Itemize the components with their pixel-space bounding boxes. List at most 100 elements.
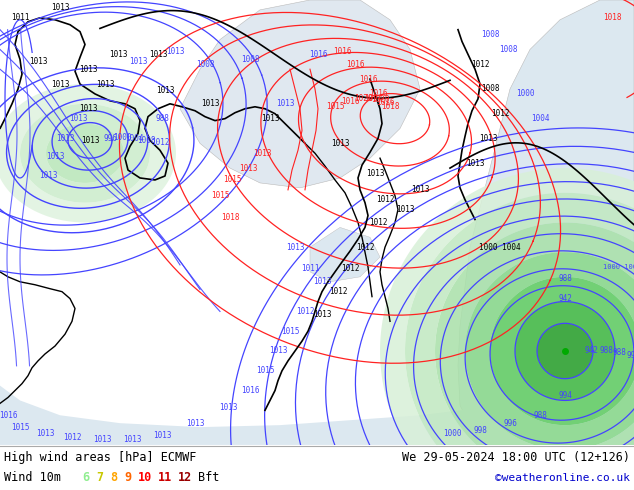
- Text: 1013: 1013: [186, 418, 204, 428]
- Text: 1020: 1020: [354, 95, 372, 103]
- Text: 1013: 1013: [253, 149, 271, 158]
- Text: 988: 988: [558, 274, 572, 283]
- Text: 1013: 1013: [396, 205, 414, 214]
- Text: 1013: 1013: [313, 277, 331, 286]
- Text: High wind areas [hPa] ECMWF: High wind areas [hPa] ECMWF: [4, 451, 197, 465]
- Text: 1015: 1015: [210, 191, 230, 200]
- Text: 1000: 1000: [515, 90, 534, 98]
- Polygon shape: [380, 168, 634, 490]
- Text: 1013: 1013: [79, 65, 97, 74]
- Text: 1013: 1013: [239, 164, 257, 172]
- Text: 1013: 1013: [56, 134, 74, 143]
- Text: 1013: 1013: [219, 403, 237, 412]
- Polygon shape: [20, 104, 150, 203]
- Text: 1008: 1008: [137, 136, 156, 145]
- Text: 1024: 1024: [364, 94, 382, 103]
- Text: 998: 998: [473, 426, 487, 435]
- Text: 1013: 1013: [51, 3, 69, 12]
- Text: 1020: 1020: [371, 96, 389, 104]
- Text: 1013: 1013: [81, 136, 100, 145]
- Text: 1018: 1018: [221, 213, 239, 222]
- Text: 994: 994: [558, 391, 572, 400]
- Text: 942: 942: [585, 346, 598, 355]
- Text: 1008: 1008: [196, 60, 214, 69]
- Text: 10: 10: [138, 471, 152, 485]
- Polygon shape: [537, 323, 593, 379]
- Text: 1016: 1016: [346, 60, 365, 69]
- Text: 12: 12: [178, 471, 192, 485]
- Polygon shape: [180, 0, 420, 188]
- Text: 1013: 1013: [165, 47, 184, 56]
- Text: We 29-05-2024 18:00 UTC (12+126): We 29-05-2024 18:00 UTC (12+126): [402, 451, 630, 465]
- Text: 1004: 1004: [531, 114, 549, 123]
- Text: 1018: 1018: [603, 13, 621, 23]
- Text: 1013: 1013: [68, 114, 87, 123]
- Text: 1013: 1013: [201, 99, 219, 108]
- Text: 988: 988: [533, 411, 547, 420]
- Polygon shape: [310, 227, 380, 282]
- Text: 1016: 1016: [359, 74, 377, 84]
- Text: 1013: 1013: [109, 50, 127, 59]
- Text: 11: 11: [158, 471, 172, 485]
- Text: 1012: 1012: [491, 109, 509, 118]
- Text: 1015: 1015: [281, 327, 299, 336]
- Text: 1016: 1016: [333, 47, 351, 56]
- Text: 1013: 1013: [29, 57, 48, 66]
- Text: 1008: 1008: [481, 84, 499, 94]
- Text: 7: 7: [96, 471, 103, 485]
- Text: 1015: 1015: [326, 102, 344, 111]
- Text: 1012: 1012: [329, 287, 347, 296]
- Text: 1016: 1016: [0, 411, 17, 420]
- Text: 1013: 1013: [286, 243, 304, 252]
- Text: 8: 8: [110, 471, 117, 485]
- Text: 9: 9: [124, 471, 131, 485]
- Text: 1008: 1008: [499, 45, 517, 54]
- Text: 1012: 1012: [340, 265, 359, 273]
- Text: Bft: Bft: [198, 471, 219, 485]
- Text: 1008: 1008: [241, 55, 259, 64]
- Text: 1013: 1013: [269, 346, 287, 355]
- Text: 6: 6: [82, 471, 89, 485]
- Polygon shape: [0, 84, 176, 222]
- Text: 1013: 1013: [153, 431, 171, 440]
- Text: 1016: 1016: [241, 386, 259, 395]
- Polygon shape: [46, 123, 124, 183]
- Polygon shape: [0, 366, 634, 445]
- Polygon shape: [515, 301, 615, 400]
- Text: 1013: 1013: [123, 436, 141, 444]
- Text: 1013: 1013: [149, 50, 167, 59]
- Text: 1016: 1016: [369, 90, 387, 98]
- Text: 1013: 1013: [313, 310, 331, 319]
- Text: 1012: 1012: [356, 243, 374, 252]
- Text: 1013: 1013: [39, 171, 57, 179]
- Text: 996: 996: [503, 418, 517, 428]
- Text: 1008: 1008: [481, 30, 499, 39]
- Text: 1013: 1013: [79, 104, 97, 113]
- Polygon shape: [435, 222, 634, 480]
- Text: ©weatheronline.co.uk: ©weatheronline.co.uk: [495, 473, 630, 483]
- Text: 1013: 1013: [156, 86, 174, 96]
- Text: 1013: 1013: [93, 436, 111, 444]
- Text: 1013: 1013: [96, 79, 114, 89]
- Text: 1013: 1013: [129, 57, 147, 66]
- Text: 1013: 1013: [411, 185, 429, 195]
- Text: 1018: 1018: [381, 102, 399, 111]
- Text: 988: 988: [600, 346, 614, 355]
- Polygon shape: [458, 0, 634, 445]
- Text: 1000: 1000: [443, 429, 462, 438]
- Text: 1012: 1012: [369, 218, 387, 227]
- Text: 1013: 1013: [466, 159, 484, 168]
- Text: 1000 1004: 1000 1004: [479, 243, 521, 252]
- Text: 1004: 1004: [125, 134, 143, 144]
- Text: 1012: 1012: [63, 433, 81, 441]
- Text: 1016: 1016: [376, 98, 394, 107]
- Text: 1013: 1013: [36, 429, 55, 438]
- Text: 1012: 1012: [151, 138, 169, 147]
- Text: 1012: 1012: [471, 60, 489, 69]
- Polygon shape: [405, 193, 634, 490]
- Text: 1011: 1011: [11, 13, 29, 23]
- Text: 996: 996: [103, 134, 117, 143]
- Text: 1013: 1013: [331, 139, 349, 148]
- Text: 1015: 1015: [11, 422, 29, 432]
- Text: Wind 10m: Wind 10m: [4, 471, 61, 485]
